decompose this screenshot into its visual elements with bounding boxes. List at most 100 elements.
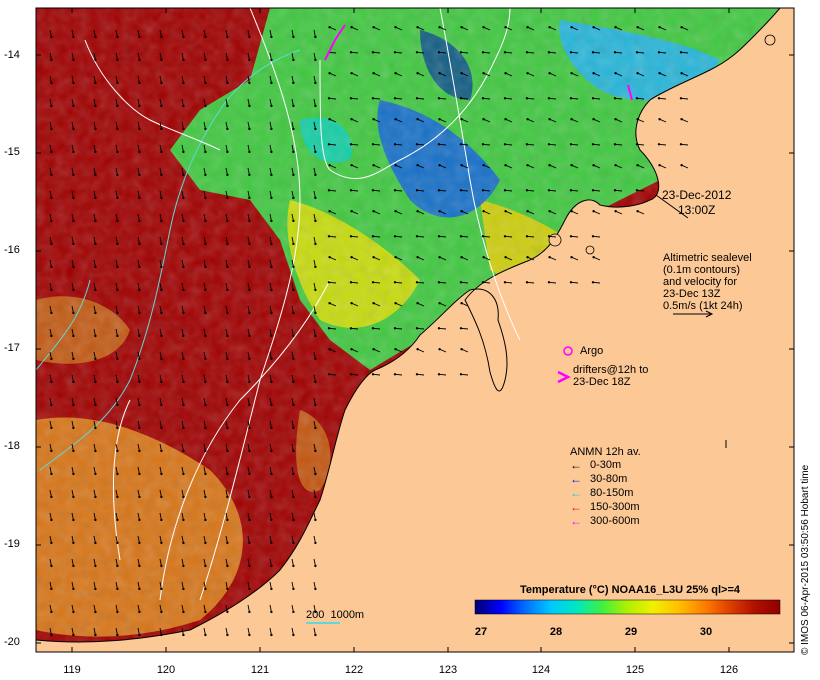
velocity-arrow-head [116,449,119,453]
velocity-arrow-head [160,633,163,637]
velocity-arrow-head [504,256,507,259]
velocity-arrow-head [569,235,573,238]
velocity-arrow-head [635,51,639,54]
velocity-arrow-head [636,164,639,167]
velocity-arrow-head [569,143,573,146]
velocity-arrow-head [270,35,273,39]
velocity-arrow-head [270,518,273,522]
colorbar-tick: 27 [474,626,488,638]
velocity-arrow-head [327,373,331,376]
argo-label: Argo [580,345,604,357]
velocity-arrow-head [459,327,463,330]
velocity-arrow-head [438,210,441,213]
velocity-arrow-head [72,541,75,545]
altimetry-line: 0.5m/s (1kt 24h) [663,300,743,312]
velocity-arrow-head [50,610,53,614]
velocity-arrow-head [116,81,119,85]
velocity-arrow-head [138,104,141,108]
velocity-arrow-head [658,72,661,75]
legend-item-150-300m: ← 150-300m [570,500,640,514]
velocity-arrow-head [94,633,97,637]
velocity-arrow-head [94,173,97,177]
velocity-arrow-head [72,127,75,131]
x-tick-label: 120 [156,664,176,676]
velocity-arrow-head [270,150,273,154]
velocity-arrow-head [569,97,573,100]
velocity-arrow-head [415,143,419,146]
velocity-arrows [49,26,689,637]
velocity-arrow-head [248,426,251,430]
velocity-arrow-head [116,288,119,292]
velocity-arrow-head [349,189,353,192]
velocity-arrow-head [94,518,97,522]
velocity-arrow-head [116,541,119,545]
velocity-arrow-head [328,256,331,259]
velocity-arrow-head [459,97,463,100]
y-tick-label: -17 [4,342,20,354]
velocity-arrow-head [248,242,251,246]
velocity-arrow-head [182,81,185,85]
argo-marker [563,346,573,356]
velocity-arrow-head [592,210,595,213]
velocity-arrow-head [248,518,251,522]
velocity-arrow-head [226,265,229,269]
velocity-arrow-head [116,495,119,499]
velocity-arrow-head [248,196,251,200]
velocity-arrow-head [658,164,661,167]
velocity-arrow-head [138,265,141,269]
velocity-arrow-head [270,334,273,338]
anmn-legend-title: ANMN 12h av. [570,446,641,458]
velocity-arrow-head [592,164,595,167]
velocity-arrow-head [160,58,163,62]
velocity-arrow-head [138,334,141,338]
velocity-arrow-head [327,189,331,192]
velocity-arrow-head [292,288,295,292]
velocity-arrow-head [160,265,163,269]
velocity-arrow-head [416,118,419,121]
velocity-arrow-head [415,97,419,100]
velocity-arrow-head [327,327,331,330]
velocity-arrow-head [116,380,119,384]
velocity-arrow-head [327,235,331,238]
velocity-arrow-head [94,127,97,131]
altimetry-line: Altimetric sealevel [663,252,752,264]
velocity-arrow-head [292,265,295,269]
velocity-arrow-head [160,518,163,522]
velocity-arrow-head [270,288,273,292]
velocity-arrow-head [248,81,251,85]
velocity-arrow-head [138,495,141,499]
velocity-arrow-head [182,564,185,568]
velocity-arrow-head [248,311,251,315]
velocity-arrow-head [94,472,97,476]
velocity-arrow-head [50,426,53,430]
velocity-arrow-head [328,72,331,75]
velocity-arrow-head [226,403,229,407]
velocity-arrow-head [138,380,141,384]
velocity-arrow-head [270,357,273,361]
velocity-arrow-head [328,302,331,305]
velocity-arrow-head [482,118,485,121]
velocity-arrow-head [50,587,53,591]
velocity-arrow-head [226,426,229,430]
velocity-arrow-head [292,633,295,637]
velocity-arrow-head [350,72,353,75]
velocity-arrow-head [613,189,617,192]
velocity-arrow-head [481,235,485,238]
velocity-arrow-head [292,58,295,62]
velocity-arrow-head [658,118,661,121]
velocity-arrow-head [138,81,141,85]
velocity-arrow-head [160,610,163,614]
velocity-arrow-head [50,196,53,200]
velocity-arrow-head [116,127,119,131]
credit-text: © IMOS 06-Apr-2015 03:50:56 Hobart time [800,464,811,655]
velocity-arrow-head [592,26,595,29]
velocity-arrow-head [570,256,573,259]
velocity-arrow-head [226,35,229,39]
velocity-arrow-head [50,127,53,131]
velocity-arrow-head [349,97,353,100]
drifter-track-1 [324,24,346,61]
velocity-arrow-head [94,380,97,384]
velocity-arrow-head [94,311,97,315]
velocity-arrow-head [138,518,141,522]
velocity-arrow-head [50,564,53,568]
